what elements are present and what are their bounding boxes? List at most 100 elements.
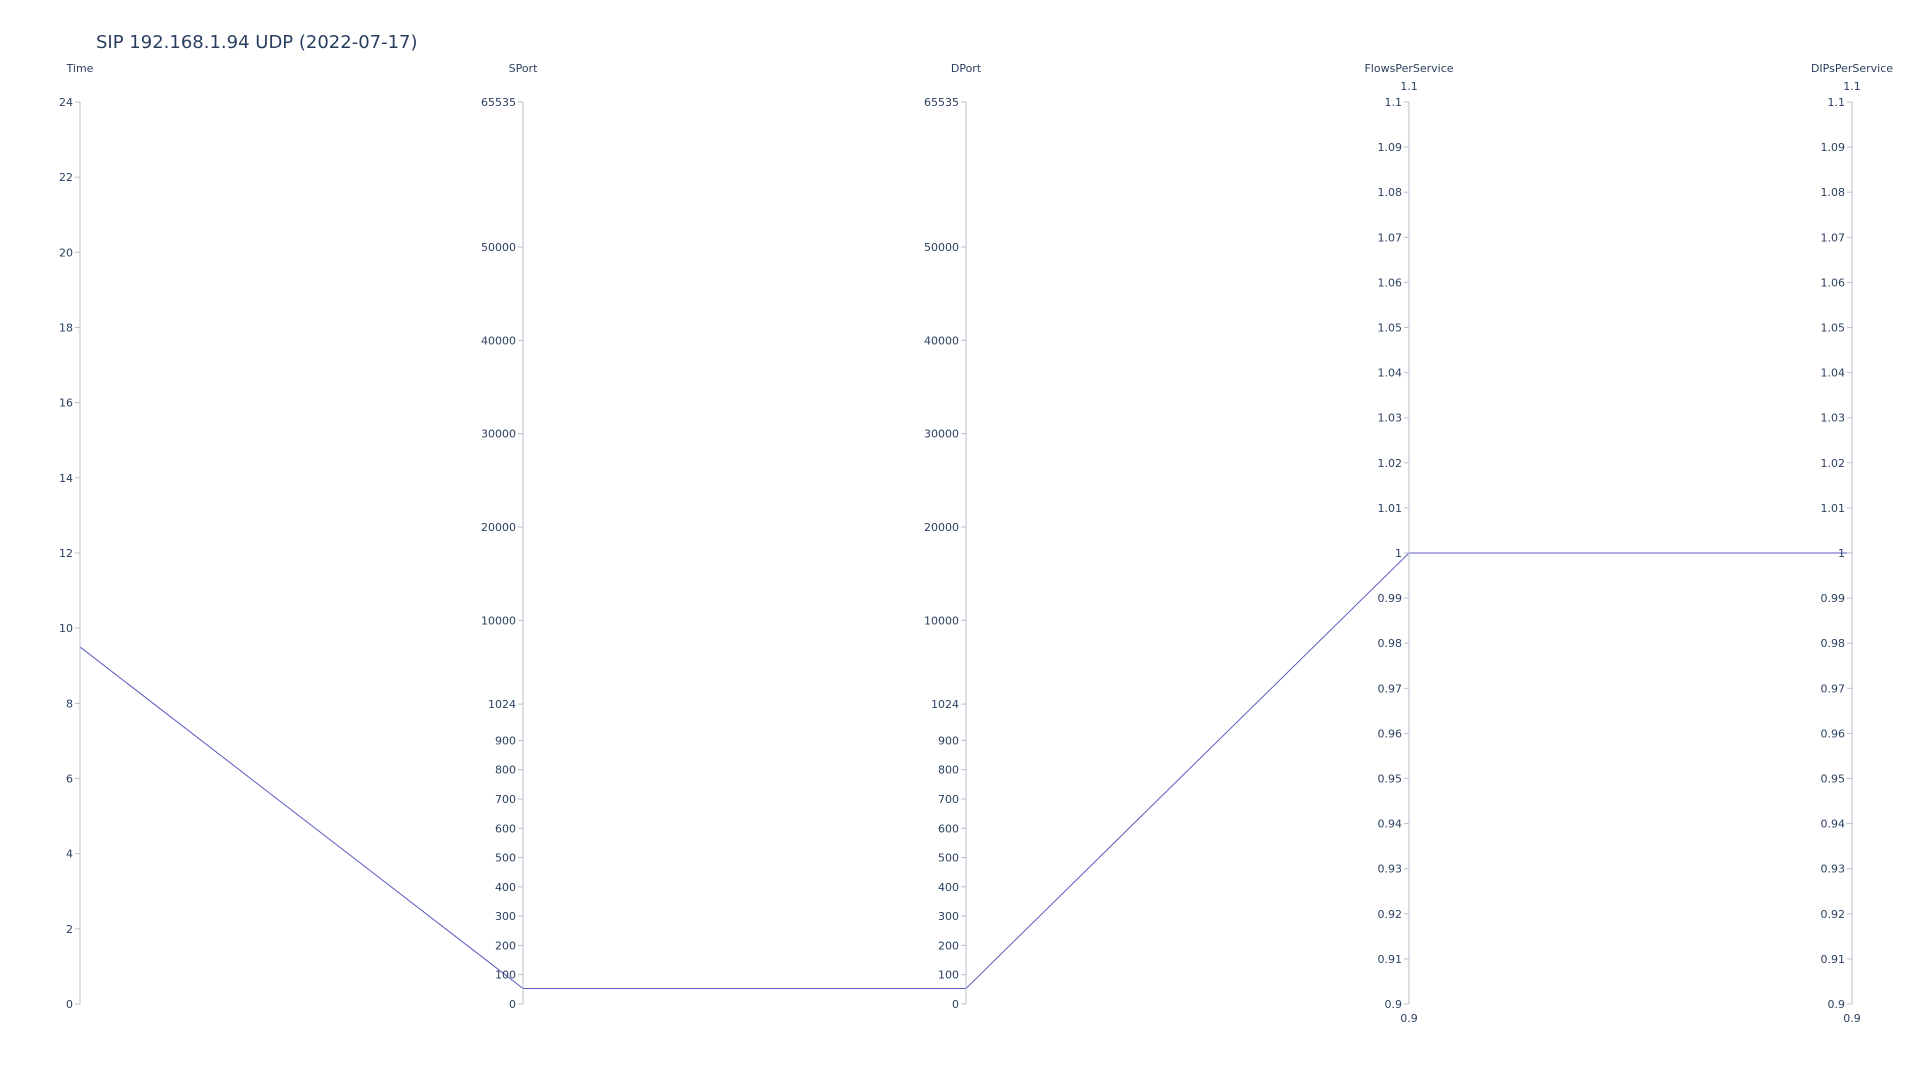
tick-label-dipsperservice: 1.02 xyxy=(1821,457,1846,470)
tick-label-sport: 1024 xyxy=(488,698,516,711)
tick-label-flowsperservice: 1.05 xyxy=(1378,322,1403,335)
tick-label-sport: 700 xyxy=(495,793,516,806)
tick-label-dipsperservice: 1 xyxy=(1838,547,1845,560)
tick-label-flowsperservice: 0.91 xyxy=(1378,953,1403,966)
tick-label-dport: 30000 xyxy=(924,428,959,441)
tick-label-sport: 40000 xyxy=(481,334,516,347)
tick-label-flowsperservice: 1.08 xyxy=(1378,186,1403,199)
tick-label-flowsperservice: 1.03 xyxy=(1378,412,1403,425)
tick-label-time: 14 xyxy=(59,472,73,485)
tick-label-flowsperservice: 0.95 xyxy=(1378,773,1403,786)
tick-label-flowsperservice: 0.96 xyxy=(1378,727,1403,740)
tick-label-dport: 100 xyxy=(938,969,959,982)
tick-label-dipsperservice: 1.09 xyxy=(1821,141,1846,154)
axis-label-flowsperservice: FlowsPerService xyxy=(1364,62,1453,75)
tick-label-dipsperservice: 1.01 xyxy=(1821,502,1846,515)
tick-label-dport: 20000 xyxy=(924,521,959,534)
tick-label-sport: 50000 xyxy=(481,241,516,254)
tick-label-sport: 200 xyxy=(495,939,516,952)
tick-label-dipsperservice: 0.9 xyxy=(1828,998,1846,1011)
tick-label-dipsperservice: 1.1 xyxy=(1828,96,1846,109)
tick-label-dipsperservice: 1.04 xyxy=(1821,367,1846,380)
tick-label-flowsperservice: 1.1 xyxy=(1385,96,1403,109)
range-label-top-dipsperservice: 1.1 xyxy=(1843,80,1861,93)
tick-label-dipsperservice: 1.06 xyxy=(1821,276,1846,289)
tick-label-dport: 400 xyxy=(938,881,959,894)
tick-label-dport: 900 xyxy=(938,734,959,747)
tick-label-time: 6 xyxy=(66,773,73,786)
tick-label-flowsperservice: 0.98 xyxy=(1378,637,1403,650)
tick-label-time: 2 xyxy=(66,923,73,936)
tick-label-sport: 0 xyxy=(509,998,516,1011)
chart-title: SIP 192.168.1.94 UDP (2022-07-17) xyxy=(96,32,418,53)
tick-label-dipsperservice: 0.96 xyxy=(1821,727,1846,740)
tick-label-sport: 20000 xyxy=(481,521,516,534)
range-label-bottom-flowsperservice: 0.9 xyxy=(1400,1012,1418,1025)
tick-label-time: 8 xyxy=(66,697,73,710)
tick-label-dipsperservice: 1.05 xyxy=(1821,322,1846,335)
tick-label-sport: 100 xyxy=(495,969,516,982)
tick-label-flowsperservice: 1.01 xyxy=(1378,502,1403,515)
tick-label-flowsperservice: 1.04 xyxy=(1378,367,1403,380)
tick-label-time: 22 xyxy=(59,171,73,184)
tick-label-dport: 50000 xyxy=(924,241,959,254)
tick-label-dipsperservice: 1.03 xyxy=(1821,412,1846,425)
tick-label-dipsperservice: 0.91 xyxy=(1821,953,1846,966)
tick-label-dport: 800 xyxy=(938,764,959,777)
tick-label-flowsperservice: 0.92 xyxy=(1378,908,1403,921)
axis-label-sport: SPort xyxy=(509,62,538,75)
tick-label-dport: 500 xyxy=(938,852,959,865)
tick-label-dport: 200 xyxy=(938,939,959,952)
axis-label-time: Time xyxy=(66,62,94,75)
tick-label-time: 0 xyxy=(66,998,73,1011)
tick-label-flowsperservice: 0.94 xyxy=(1378,818,1403,831)
axis-label-dipsperservice: DIPsPerService xyxy=(1811,62,1893,75)
tick-label-flowsperservice: 0.9 xyxy=(1385,998,1403,1011)
tick-label-time: 24 xyxy=(59,96,73,109)
tick-label-dport: 600 xyxy=(938,822,959,835)
tick-label-time: 18 xyxy=(59,322,73,335)
tick-label-dport: 1024 xyxy=(931,698,959,711)
tick-label-dport: 40000 xyxy=(924,334,959,347)
tick-label-flowsperservice: 1.06 xyxy=(1378,276,1403,289)
tick-label-flowsperservice: 0.97 xyxy=(1378,682,1403,695)
tick-label-flowsperservice: 1.07 xyxy=(1378,231,1403,244)
tick-label-time: 16 xyxy=(59,397,73,410)
tick-label-flowsperservice: 0.99 xyxy=(1378,592,1403,605)
tick-label-flowsperservice: 1.09 xyxy=(1378,141,1403,154)
tick-label-dport: 10000 xyxy=(924,614,959,627)
tick-label-sport: 300 xyxy=(495,910,516,923)
tick-label-sport: 500 xyxy=(495,852,516,865)
tick-label-dipsperservice: 0.95 xyxy=(1821,773,1846,786)
tick-label-dipsperservice: 0.93 xyxy=(1821,863,1846,876)
tick-label-sport: 900 xyxy=(495,734,516,747)
tick-label-dport: 0 xyxy=(952,998,959,1011)
tick-label-dipsperservice: 0.94 xyxy=(1821,818,1846,831)
range-label-bottom-dipsperservice: 0.9 xyxy=(1843,1012,1861,1025)
tick-label-sport: 65535 xyxy=(481,96,516,109)
range-label-top-flowsperservice: 1.1 xyxy=(1400,80,1418,93)
tick-label-sport: 400 xyxy=(495,881,516,894)
tick-label-dipsperservice: 0.97 xyxy=(1821,682,1846,695)
tick-label-flowsperservice: 1 xyxy=(1395,547,1402,560)
tick-label-dipsperservice: 0.98 xyxy=(1821,637,1846,650)
tick-label-sport: 30000 xyxy=(481,428,516,441)
tick-label-dipsperservice: 1.08 xyxy=(1821,186,1846,199)
tick-label-time: 10 xyxy=(59,622,73,635)
tick-label-dipsperservice: 1.07 xyxy=(1821,231,1846,244)
tick-label-dipsperservice: 0.92 xyxy=(1821,908,1846,921)
tick-label-dipsperservice: 0.99 xyxy=(1821,592,1846,605)
tick-label-sport: 800 xyxy=(495,764,516,777)
tick-label-time: 20 xyxy=(59,246,73,259)
axis-label-dport: DPort xyxy=(951,62,982,75)
tick-label-time: 12 xyxy=(59,547,73,560)
tick-label-flowsperservice: 1.02 xyxy=(1378,457,1403,470)
tick-label-flowsperservice: 0.93 xyxy=(1378,863,1403,876)
tick-label-dport: 700 xyxy=(938,793,959,806)
tick-label-dport: 300 xyxy=(938,910,959,923)
tick-label-sport: 600 xyxy=(495,822,516,835)
tick-label-sport: 10000 xyxy=(481,614,516,627)
tick-label-dport: 65535 xyxy=(924,96,959,109)
tick-label-time: 4 xyxy=(66,848,73,861)
